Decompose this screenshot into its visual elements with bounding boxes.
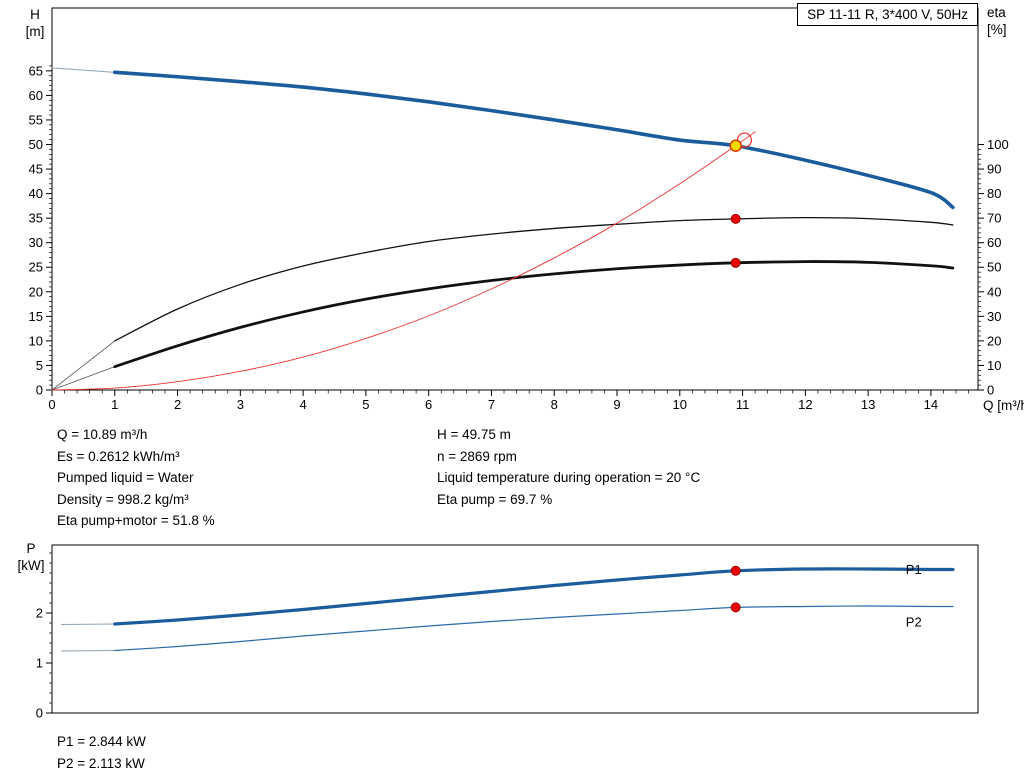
curve-qh-lead [51,67,116,73]
eta-tick-label: 80 [987,186,1001,201]
y-tick-label: 5 [36,358,43,373]
eta-tick-label: 90 [987,162,1001,177]
q-axis-label: Q [m³/h] [983,398,1024,413]
p-axis-label-unit: [kW] [17,558,45,573]
h-axis-label-unit: [m] [25,24,45,39]
eta-axis-label-symbol: eta [987,5,1006,20]
curve-p2-curve [114,605,954,652]
eta-tick-label: 60 [987,235,1001,250]
annotation-eta-pump-motor: Eta pump+motor = 51.8 % [57,513,215,528]
curve-system-curve [51,131,756,391]
eta-tick-label: 30 [987,309,1001,324]
eta-tick-label: 70 [987,211,1001,226]
curve-p1-curve [113,567,955,626]
y-tick-label: 55 [29,112,43,127]
x-tick-label: 14 [924,397,938,412]
y-tick-label: 50 [29,137,43,152]
annotation-pumped-liquid: Pumped liquid = Water [57,470,194,485]
x-tick-label: 13 [861,397,875,412]
curve-eta-pump-curve [114,217,954,342]
x-tick-label: 8 [551,397,558,412]
y-tick-label: 40 [29,186,43,201]
p-axis-label-symbol: P [26,541,36,556]
power-annotations: P1 = 2.844 kW P2 = 2.113 kW [57,731,146,774]
h-axis-label-symbol: H [30,7,40,22]
eta-pump-motor-dot [730,257,741,268]
pump-title-box: SP 11-11 R, 3*400 V, 50Hz [797,3,978,26]
plot-border [51,544,979,714]
p-axis-label: P [kW] [12,540,50,574]
x-tick-label: 4 [300,397,307,412]
x-tick-label: 11 [736,397,750,412]
x-tick-label: 3 [237,397,244,412]
y-tick-label: 1 [36,656,43,671]
duty-annotations-left: Q = 10.89 m³/h Es = 0.2612 kWh/m³ Pumped… [57,424,215,532]
y-tick-label: 45 [29,162,43,177]
y-tick-label: 65 [29,63,43,78]
eta-tick-label: 50 [987,260,1001,275]
y-tick-label: 10 [29,333,43,348]
y-tick-label: 15 [29,309,43,324]
duty-point-dot [729,139,742,152]
annotation-p1: P1 = 2.844 kW [57,734,146,749]
annotation-p2: P2 = 2.113 kW [57,755,145,771]
eta-pump-dot [730,213,741,224]
annotation-density: Density = 998.2 kg/m³ [57,491,189,507]
y-tick-label: 20 [29,284,43,299]
y-tick-label: 35 [29,211,43,226]
annotation-specific-energy: Es = 0.2612 kWh/m³ [57,448,180,464]
y-tick-label: 0 [36,706,43,721]
duty-annotations-right: H = 49.75 m n = 2869 rpm Liquid temperat… [437,424,700,510]
x-tick-label: 10 [673,397,687,412]
x-tick-label: 6 [425,397,432,412]
annotation-head: H = 49.75 m [437,427,511,442]
x-tick-label: 5 [362,397,369,412]
power-chart: 0 1 2 P1 P2 [36,544,979,721]
annotation-liquid-temperature: Liquid temperature during operation = 20… [437,470,701,485]
eta-tick-label: 10 [987,358,1001,373]
curve-eta-pump-motor-curve [113,260,955,369]
x-tick-label: 7 [488,397,495,412]
y-tick-label: 2 [36,606,43,621]
curve-eta-pump-lead [51,340,116,391]
annotation-eta-pump: Eta pump = 69.7 % [437,491,553,507]
curve-eta-pump-motor-lead [51,366,116,391]
qh-eta-chart: 0 1 2 3 4 5 6 7 8 9 10 11 12 13 1405101520253035404550… [29,7,1009,412]
y-tick-label: 30 [29,235,43,250]
p1-dot [730,565,741,576]
y-tick-label: 25 [29,260,43,275]
eta-axis-label: eta [%] [987,4,1023,38]
x-tick-label: 1 [111,397,118,412]
h-axis-label: H [m] [18,6,52,40]
curve-p1-lead [60,623,116,625]
x-tick-label: 9 [613,397,620,412]
x-tick-label: 12 [798,397,812,412]
eta-tick-label: 20 [987,333,1001,348]
y-tick-label: 0 [36,383,43,398]
annotation-speed: n = 2869 rpm [437,448,517,464]
eta-tick-label: 0 [987,383,994,398]
y-tick-label: 60 [29,88,43,103]
eta-tick-label: 100 [987,137,1009,152]
curve-qh-curve [112,70,955,210]
eta-tick-label: 40 [987,284,1001,299]
curve-label-p1: P1 [906,562,922,577]
p2-dot [730,602,741,613]
eta-axis-label-unit: [%] [987,22,1007,37]
x-tick-label: 0 [48,397,55,412]
curve-p2-lead [60,650,116,652]
annotation-flow: Q = 10.89 m³/h [57,427,148,442]
curve-label-p2: P2 [906,615,922,630]
plot-border [51,7,979,391]
x-tick-label: 2 [174,397,181,412]
